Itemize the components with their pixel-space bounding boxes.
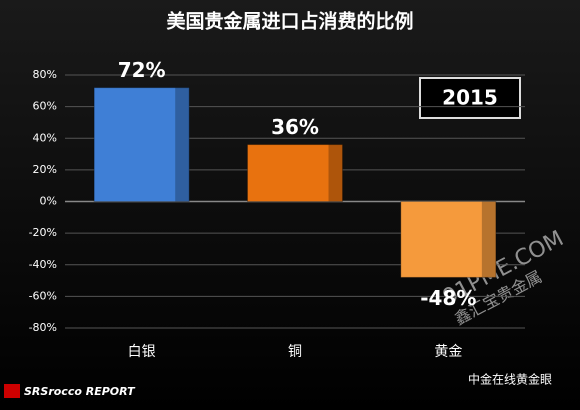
y-tick-label: 60%: [33, 100, 57, 113]
annotation-box: [419, 77, 521, 119]
bar: [400, 201, 497, 278]
value-label: 72%: [118, 58, 166, 82]
y-tick-label: -60%: [29, 289, 57, 302]
bar: [93, 87, 190, 202]
y-tick-label: 80%: [33, 68, 57, 81]
logo-icon: [4, 384, 20, 398]
value-label: -48%: [420, 286, 476, 310]
bar-shade: [175, 87, 190, 202]
y-tick-label: -80%: [29, 321, 57, 334]
y-tick-label: -40%: [29, 258, 57, 271]
annotation: 2015: [442, 86, 498, 110]
x-tick-label: 白银: [128, 344, 156, 360]
bar-shade: [481, 201, 496, 278]
y-tick-label: -20%: [29, 226, 57, 239]
chart-title: 美国贵金属进口占消费的比例: [166, 10, 413, 33]
value-label: 36%: [271, 115, 319, 139]
x-tick-label: 铜: [288, 344, 302, 360]
y-tick-label: 20%: [33, 163, 57, 176]
bar: [246, 144, 344, 202]
x-tick-label: 黄金: [434, 343, 462, 360]
credit: 中金在线黄金眼: [468, 372, 552, 387]
bar-shade: [328, 144, 343, 202]
y-tick-label: 0%: [40, 195, 57, 208]
y-tick-label: 40%: [33, 131, 57, 144]
source: SRSrocco REPORT: [24, 385, 136, 398]
